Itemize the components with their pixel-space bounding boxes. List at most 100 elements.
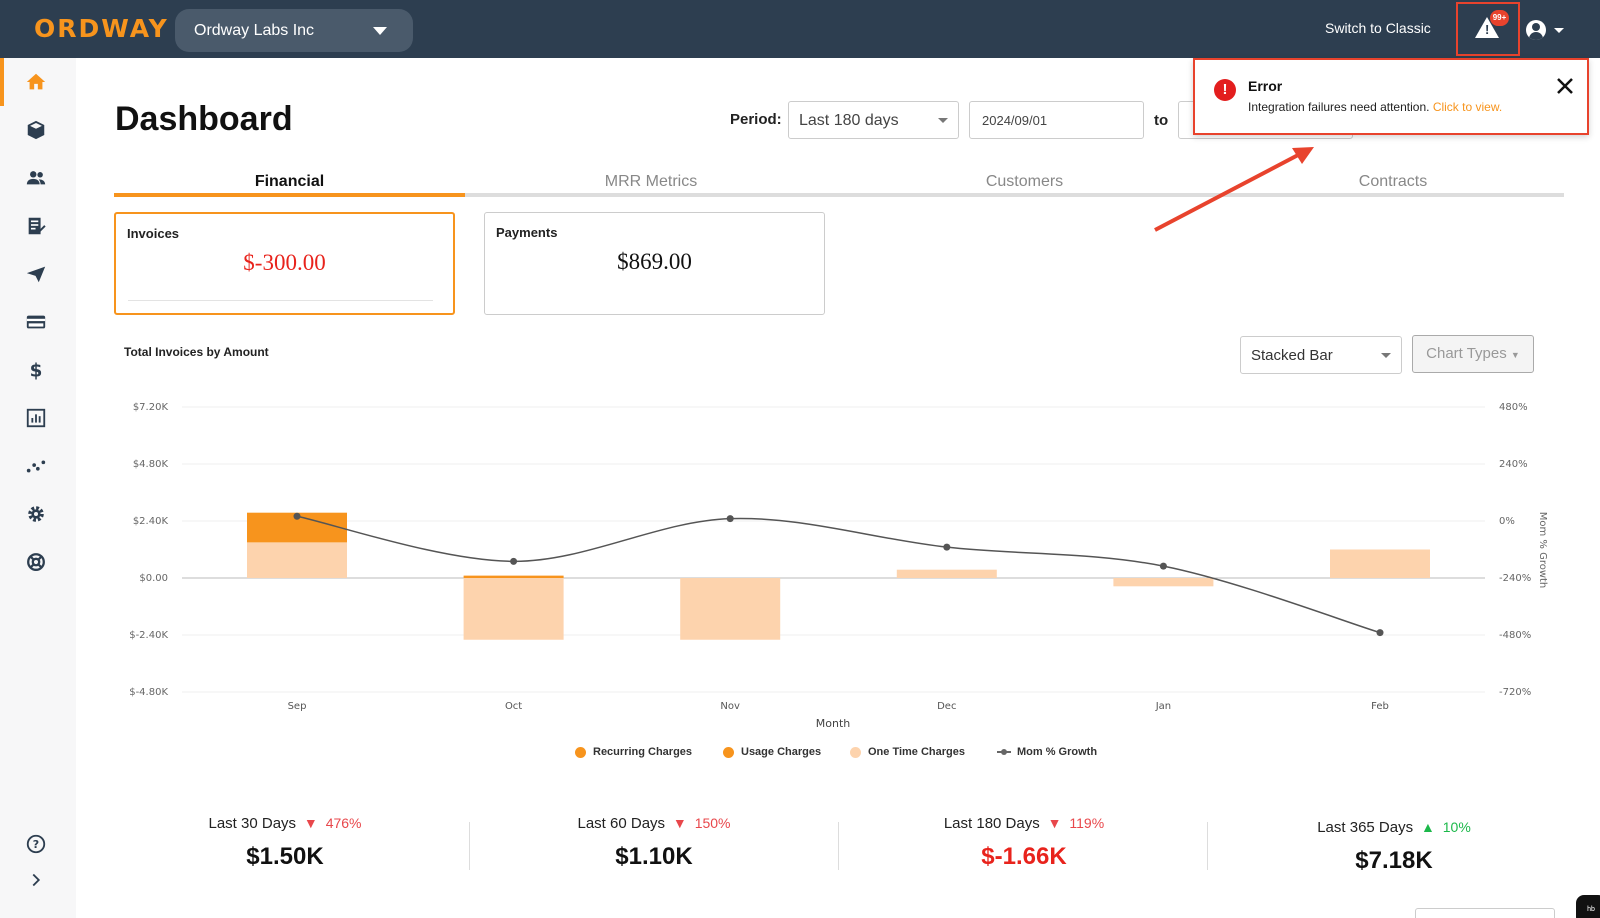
period-select-value: Last 180 days: [799, 112, 899, 129]
legend-label: Recurring Charges: [593, 746, 693, 758]
tab-customers[interactable]: Customers: [985, 173, 1064, 190]
summary-label: Last 365 Days: [1317, 819, 1414, 836]
summary-label: Last 60 Days: [577, 815, 666, 832]
legend-mom-growth[interactable]: Mom % Growth: [997, 746, 1097, 758]
alerts-button[interactable]: ! 99+: [1456, 2, 1520, 56]
page-title: Dashboard: [115, 100, 293, 138]
y-tick-label: $0.00: [139, 573, 168, 584]
switch-to-classic-link[interactable]: Switch to Classic: [1325, 20, 1431, 36]
corner-badge[interactable]: hb: [1576, 895, 1600, 918]
credit-card-icon[interactable]: [20, 306, 52, 338]
one-time-charges-bar: [680, 578, 781, 640]
chart-types-label: Chart Types: [1426, 345, 1507, 362]
y-tick-label: $2.40K: [133, 516, 169, 527]
bottom-button[interactable]: [1415, 908, 1555, 918]
mom-growth-point: [726, 515, 734, 523]
period-select[interactable]: Last 180 days: [788, 101, 959, 139]
tab-contracts[interactable]: Contracts: [1358, 173, 1428, 190]
payments-card[interactable]: Payments $869.00: [484, 212, 825, 315]
x-axis-label: Month: [816, 717, 851, 730]
ordway-logo[interactable]: ORDWAY: [34, 14, 169, 43]
payments-card-value: $869.00: [617, 249, 692, 274]
expand-sidebar-icon[interactable]: [20, 864, 52, 896]
summary-last-180-days: Last 180 Days ▼ 119% $-1.66K: [854, 815, 1194, 871]
tab-financial[interactable]: Financial: [254, 173, 325, 190]
summary-change: 10%: [1442, 819, 1471, 835]
mom-growth-point: [293, 512, 301, 520]
report-icon[interactable]: [20, 402, 52, 434]
legend-dot-icon: [575, 746, 586, 758]
box-icon[interactable]: [20, 114, 52, 146]
summary-last-60-days: Last 60 Days ▼ 150% $1.10K: [484, 815, 824, 871]
y-tick-label: $4.80K: [133, 459, 169, 470]
legend-line-icon: [997, 749, 1011, 755]
warning-icon-mark: !: [1485, 22, 1490, 37]
summary-last-365-days: Last 365 Days ▲ 10% $7.18K: [1224, 819, 1564, 875]
summary-value: $7.18K: [1355, 847, 1433, 874]
period-label: Period:: [730, 111, 782, 128]
close-icon[interactable]: [1553, 74, 1577, 98]
user-menu[interactable]: [1526, 18, 1572, 42]
y-tick-label: $-4.80K: [129, 687, 168, 698]
x-tick-label: Oct: [505, 701, 522, 712]
invoices-card[interactable]: Invoices $-300.00: [114, 212, 455, 315]
home-icon[interactable]: [20, 66, 52, 98]
sidebar: $ ?: [0, 58, 76, 918]
x-tick-label: Dec: [937, 701, 956, 712]
chart-types-button[interactable]: Chart Types ▼: [1412, 335, 1534, 373]
chart-title: Total Invoices by Amount: [124, 345, 269, 359]
change-down-icon: ▼: [1043, 815, 1066, 831]
one-time-charges-bar: [896, 569, 997, 578]
legend-label: One Time Charges: [868, 746, 965, 758]
toast-message: Integration failures need attention. Cli…: [1248, 100, 1502, 114]
summary-separator: [1207, 822, 1208, 870]
chart-style-select[interactable]: Stacked Bar: [1240, 336, 1402, 374]
chevron-down-icon: [938, 118, 948, 123]
y-tick-label: $-2.40K: [129, 630, 168, 641]
mom-growth-point: [510, 557, 518, 565]
sidebar-active-indicator: [0, 58, 4, 106]
to-label: to: [1154, 112, 1169, 129]
tabs-underline: [114, 193, 1564, 197]
active-tab-indicator: [114, 193, 465, 197]
date-from-input[interactable]: 2024/09/01: [969, 101, 1144, 139]
dollar-icon[interactable]: $: [20, 354, 52, 386]
invoice-icon[interactable]: [20, 210, 52, 242]
legend-usage-charges[interactable]: Usage Charges: [723, 746, 821, 758]
legend-recurring-charges[interactable]: Recurring Charges: [575, 746, 692, 758]
x-tick-label: Sep: [288, 701, 307, 712]
y2-tick-label: -720%: [1499, 687, 1531, 698]
organization-select[interactable]: Ordway Labs Inc: [175, 9, 413, 52]
chevron-down-icon: [373, 27, 387, 35]
user-avatar-icon: [1526, 20, 1546, 40]
chart-style-value: Stacked Bar: [1251, 347, 1333, 364]
help-icon[interactable]: ?: [20, 828, 52, 860]
top-bar: ORDWAY Ordway Labs Inc Switch to Classic…: [0, 0, 1600, 58]
dashboard-tabs: Financial MRR Metrics Customers Contract…: [114, 170, 1564, 198]
legend-label: Usage Charges: [741, 746, 822, 758]
summary-value: $1.50K: [246, 843, 324, 870]
users-icon[interactable]: [20, 162, 52, 194]
summary-separator: [469, 822, 470, 870]
usage-charges-bar: [463, 575, 564, 578]
legend-dot-icon: [723, 746, 734, 758]
one-time-charges-bar: [247, 542, 347, 578]
gear-icon[interactable]: [20, 498, 52, 530]
send-icon[interactable]: [20, 258, 52, 290]
x-tick-label: Nov: [720, 701, 740, 712]
one-time-charges-bar: [1330, 549, 1430, 578]
toast-view-link[interactable]: Click to view.: [1432, 100, 1503, 114]
support-icon[interactable]: [20, 546, 52, 578]
legend-dot-icon: [850, 746, 861, 758]
caret-down-icon: ▼: [1510, 350, 1520, 360]
legend-one-time-charges[interactable]: One Time Charges: [850, 746, 965, 758]
tab-mrr-metrics[interactable]: MRR Metrics: [604, 173, 698, 190]
analytics-icon[interactable]: [20, 450, 52, 482]
error-toast: ! Error Integration failures need attent…: [1193, 58, 1589, 135]
summary-change: 119%: [1069, 815, 1105, 831]
y2-tick-label: -480%: [1499, 630, 1531, 641]
change-down-icon: ▼: [300, 815, 322, 831]
x-tick-label: Feb: [1371, 701, 1389, 712]
summary-last-30-days: Last 30 Days ▼ 476% $1.50K: [115, 815, 455, 871]
